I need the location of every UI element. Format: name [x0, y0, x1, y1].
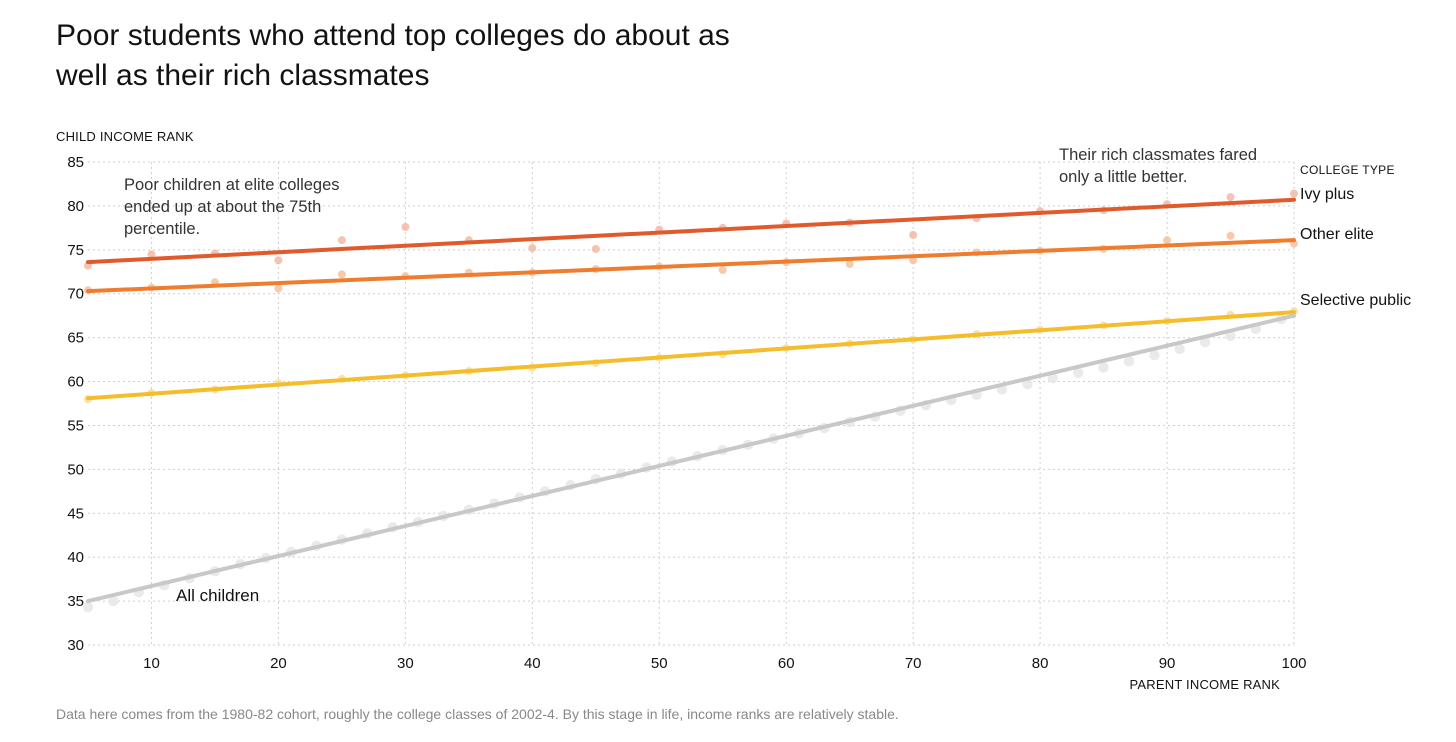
all-children-point	[1022, 378, 1033, 390]
x-axis-label: PARENT INCOME RANK	[1129, 677, 1280, 692]
all-children-point	[1174, 343, 1185, 355]
all-children-point	[108, 595, 119, 607]
series-labels: Ivy plus Other elite Selective public	[1300, 186, 1411, 309]
annotation-line: All children	[176, 586, 259, 605]
all-children-point	[1098, 362, 1109, 373]
chart-title: Poor students who attend top colleges do…	[56, 19, 730, 92]
y-tick-label: 35	[67, 593, 84, 610]
ivy-plus-point	[1226, 193, 1235, 202]
other-elite-point	[274, 284, 283, 293]
selective-public-line	[86, 310, 1296, 401]
ivy-plus-line	[86, 197, 1296, 265]
ivy-plus-point	[337, 236, 346, 245]
annotation-2: Their rich classmates fared only a little…	[1059, 146, 1257, 186]
x-tick-label: 90	[1159, 655, 1176, 672]
y-axis-label: CHILD INCOME RANK	[56, 129, 194, 144]
annotation-line: percentile.	[124, 220, 200, 238]
ivy-plus-point	[909, 230, 918, 239]
x-tick-label: 20	[270, 655, 287, 672]
axis-ticks: 30 35 40 45 50 55 60 65 70 75 80 85 10 20 30 40 50 60 70 80…	[67, 154, 1306, 672]
y-tick-label: 50	[67, 461, 84, 478]
y-tick-label: 30	[67, 637, 84, 654]
other-elite-point	[909, 256, 918, 265]
ivy-plus-point	[147, 250, 156, 259]
other-elite-line	[86, 238, 1296, 294]
footnote: Data here comes from the 1980-82 cohort,…	[56, 706, 899, 722]
y-tick-label: 65	[67, 330, 84, 347]
other-elite-point	[1163, 236, 1172, 245]
y-tick-label: 80	[67, 198, 84, 215]
other-elite-point	[1226, 231, 1235, 240]
other-elite-label: Other elite	[1300, 226, 1374, 243]
annotation-3: All children	[176, 586, 259, 605]
legend-title: COLLEGE TYPE	[1300, 163, 1395, 177]
annotations: Poor children at elite colleges ended up …	[124, 146, 1257, 605]
trend-lines	[86, 197, 1296, 604]
y-tick-label: 40	[67, 549, 84, 566]
x-tick-label: 100	[1281, 655, 1306, 672]
x-tick-label: 60	[778, 655, 795, 672]
all-children-point	[1072, 367, 1084, 378]
x-tick-label: 80	[1032, 655, 1049, 672]
y-tick-label: 45	[67, 505, 84, 522]
ivy-plus-point	[1290, 189, 1298, 198]
all-children-line	[86, 313, 1296, 604]
annotation-line: only a little better.	[1059, 168, 1187, 186]
annotation-1: Poor children at elite colleges ended up …	[124, 176, 340, 238]
other-elite-point	[718, 266, 727, 275]
ivy-plus-label: Ivy plus	[1300, 186, 1354, 203]
x-tick-label: 50	[651, 655, 668, 672]
all-children-point	[1149, 350, 1160, 361]
other-elite-point	[845, 259, 854, 268]
ivy-plus-point	[274, 256, 283, 265]
y-tick-label: 60	[67, 374, 84, 391]
annotation-line: ended up at about the 75th	[124, 198, 321, 216]
all-children-point	[82, 602, 94, 613]
ivy-plus-point	[528, 244, 537, 253]
grid	[88, 161, 1295, 646]
x-tick-label: 70	[905, 655, 922, 672]
other-elite-point	[337, 270, 346, 279]
all-children-point	[1199, 336, 1211, 348]
x-tick-label: 10	[143, 655, 160, 672]
annotation-line: Their rich classmates fared	[1059, 146, 1257, 164]
x-tick-label: 40	[524, 655, 541, 672]
annotation-line: Poor children at elite colleges	[124, 176, 340, 194]
y-tick-label: 55	[67, 417, 84, 434]
selective-public-label: Selective public	[1300, 292, 1411, 309]
y-tick-label: 85	[67, 154, 84, 171]
ivy-plus-point	[401, 222, 410, 231]
all-children-point	[1123, 356, 1135, 367]
x-tick-label: 30	[397, 655, 414, 672]
ivy-plus-point	[591, 244, 600, 253]
y-tick-label: 75	[67, 242, 84, 259]
y-tick-label: 70	[67, 286, 84, 303]
